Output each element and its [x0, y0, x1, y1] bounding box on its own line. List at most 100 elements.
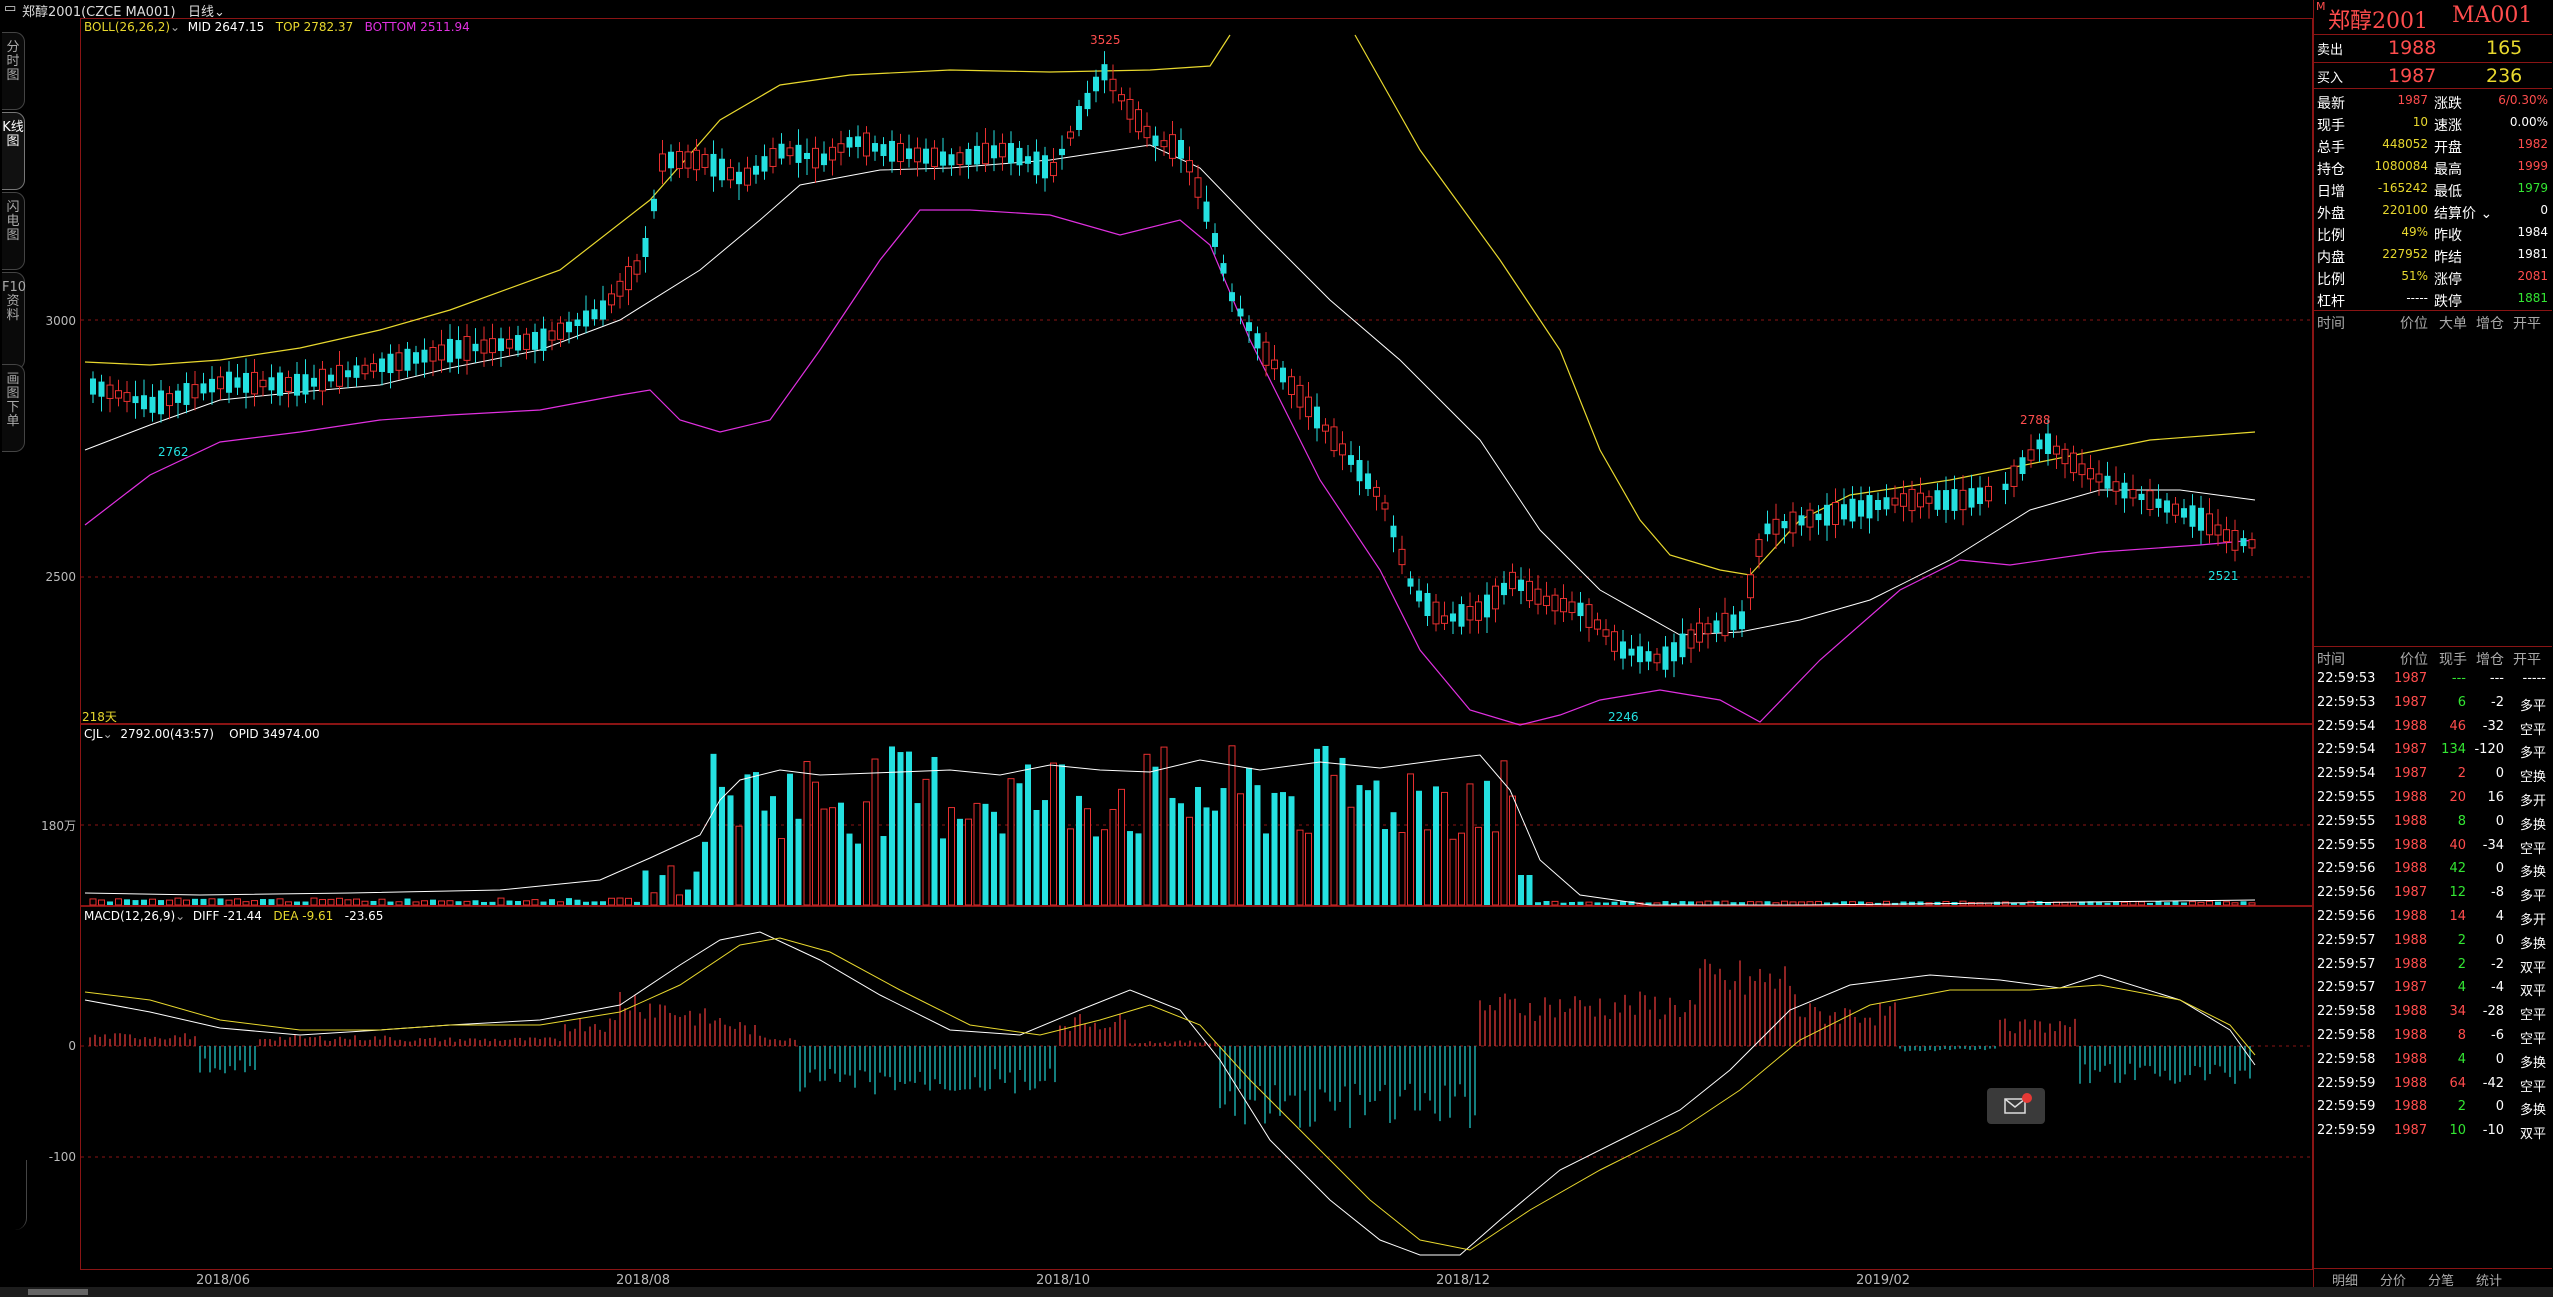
volume-bar: [1679, 901, 1686, 905]
candle-body: [1883, 497, 1890, 510]
volume-bar: [1288, 796, 1295, 905]
volume-bar: [1976, 902, 1984, 906]
volume-bar: [149, 898, 156, 906]
volume-bar: [336, 897, 343, 906]
high-annotation-2: 2788: [2020, 413, 2051, 427]
tab-detail[interactable]: 明细: [2332, 1274, 2359, 1289]
volume-bar: [753, 772, 759, 905]
candle-body: [2129, 489, 2137, 499]
volume-bar: [2079, 901, 2085, 905]
volume-bar: [1841, 901, 1847, 905]
candle-body: [651, 198, 657, 212]
boll-indicator-select[interactable]: BOLL(26,26,2): [84, 20, 171, 34]
candle-body: [1925, 496, 1933, 504]
candle-body: [1620, 641, 1626, 659]
volume-bar: [1296, 829, 1304, 906]
volume-bar: [1560, 902, 1567, 905]
volume-bar: [1730, 902, 1737, 905]
candle-body: [132, 396, 139, 404]
tick-header: 时间 价位 现手 增仓 开平: [2314, 646, 2552, 668]
volume-bar: [1764, 901, 1771, 905]
volume-bar: [914, 803, 921, 905]
scrollbar-thumb[interactable]: [28, 1289, 88, 1295]
candle-body: [2214, 524, 2222, 536]
quote-field-row: 内盘 227952 昨结 1981: [2314, 245, 2552, 267]
cjl-indicator-select[interactable]: CJL: [84, 727, 103, 741]
volume-bar: [803, 761, 811, 906]
candle-body: [999, 142, 1006, 158]
contract-code: MA001: [2452, 3, 2533, 28]
candle-body: [931, 147, 938, 168]
candle-body: [1322, 424, 1329, 432]
volume-bar: [455, 901, 462, 905]
candle-body: [1169, 134, 1176, 159]
period-select[interactable]: 日线⌄: [188, 5, 225, 20]
tick-row: 22:59:55 1988 40 -34 空平: [2317, 837, 2546, 857]
candle-body: [370, 363, 377, 372]
quote-field-row: 外盘 220100 结算价 ⌄ 0: [2314, 201, 2552, 223]
volume-bar: [2189, 901, 2196, 906]
volume-bar: [89, 898, 97, 906]
candle-body: [2078, 463, 2086, 476]
boll-mid-line: [84, 144, 2256, 636]
candle-body: [463, 336, 471, 361]
volume-bar: [2197, 901, 2205, 906]
volume-bar: [497, 897, 505, 906]
tab-intraday[interactable]: 分时图: [2, 32, 25, 110]
volume-bar: [251, 900, 258, 906]
tab-stats[interactable]: 统计: [2476, 1274, 2503, 1289]
volume-bar: [1577, 901, 1584, 905]
candle-body: [761, 156, 768, 172]
macd-chart-panel: [80, 906, 2313, 1270]
candle-body: [693, 149, 700, 171]
volume-bar: [192, 898, 198, 905]
volume-bar: [1339, 757, 1346, 905]
candle-body: [294, 373, 300, 396]
volume-bar: [200, 898, 207, 905]
volume-bar: [1356, 785, 1363, 905]
field-value: 1080084: [2374, 159, 2428, 173]
macd-value: -23.65: [344, 909, 384, 923]
candle-body: [1713, 620, 1720, 633]
candle-body: [1764, 523, 1771, 535]
candle-body: [2164, 500, 2170, 513]
field-label: 昨收: [2434, 228, 2462, 244]
sell-price: 1988: [2388, 37, 2437, 59]
candle-body: [1118, 94, 1125, 102]
volume-bar: [973, 802, 981, 906]
volume-bar: [2138, 901, 2145, 906]
macd-dea-line: [84, 937, 2256, 1251]
detail-tab-bar: 明细 分价 分笔 统计: [2314, 1268, 2552, 1289]
tab-trades[interactable]: 分笔: [2428, 1274, 2455, 1289]
candle-body: [1390, 525, 1397, 538]
message-button[interactable]: [1987, 1088, 2045, 1124]
chevron-down-icon: ⌄: [170, 20, 181, 34]
macd-indicator-select[interactable]: MACD(12,26,9): [84, 909, 176, 923]
candle-body: [1475, 601, 1482, 621]
tab-flash-chart[interactable]: 闪电图: [2, 192, 25, 270]
tab-f10[interactable]: F10资料: [2, 272, 26, 370]
horizontal-scrollbar[interactable]: [0, 1287, 2553, 1297]
tick-row: 22:59:58 1988 4 0 多换: [2317, 1051, 2546, 1071]
volume-bar: [685, 889, 691, 905]
volume-bar: [132, 900, 139, 905]
tab-kline[interactable]: K线图: [2, 112, 25, 190]
candle-body: [2053, 445, 2060, 455]
tab-price-dist[interactable]: 分价: [2380, 1274, 2407, 1289]
volume-bar: [778, 838, 785, 906]
candle-body: [2231, 530, 2239, 551]
macd-legend: MACD(12,26,9)⌄ DIFF -21.44 DEA -9.61 -23…: [84, 909, 383, 923]
candle-body: [345, 370, 351, 378]
days-label: 218天: [82, 710, 117, 724]
contract-title: 郑醇2001(CZCE MA001): [22, 5, 176, 20]
field-value: 1987: [2397, 93, 2428, 107]
candle-body: [1186, 160, 1193, 173]
candle-body: [1585, 604, 1593, 628]
tab-draw-order[interactable]: 画图下单: [2, 364, 25, 452]
collapse-handle[interactable]: [0, 1160, 27, 1230]
volume-bar: [1509, 795, 1516, 906]
tick-row: 22:59:54 1988 46 -32 空平: [2317, 718, 2546, 738]
candle-body: [1509, 571, 1516, 590]
volume-bar: [1212, 810, 1218, 905]
volume-bar: [1543, 901, 1550, 905]
